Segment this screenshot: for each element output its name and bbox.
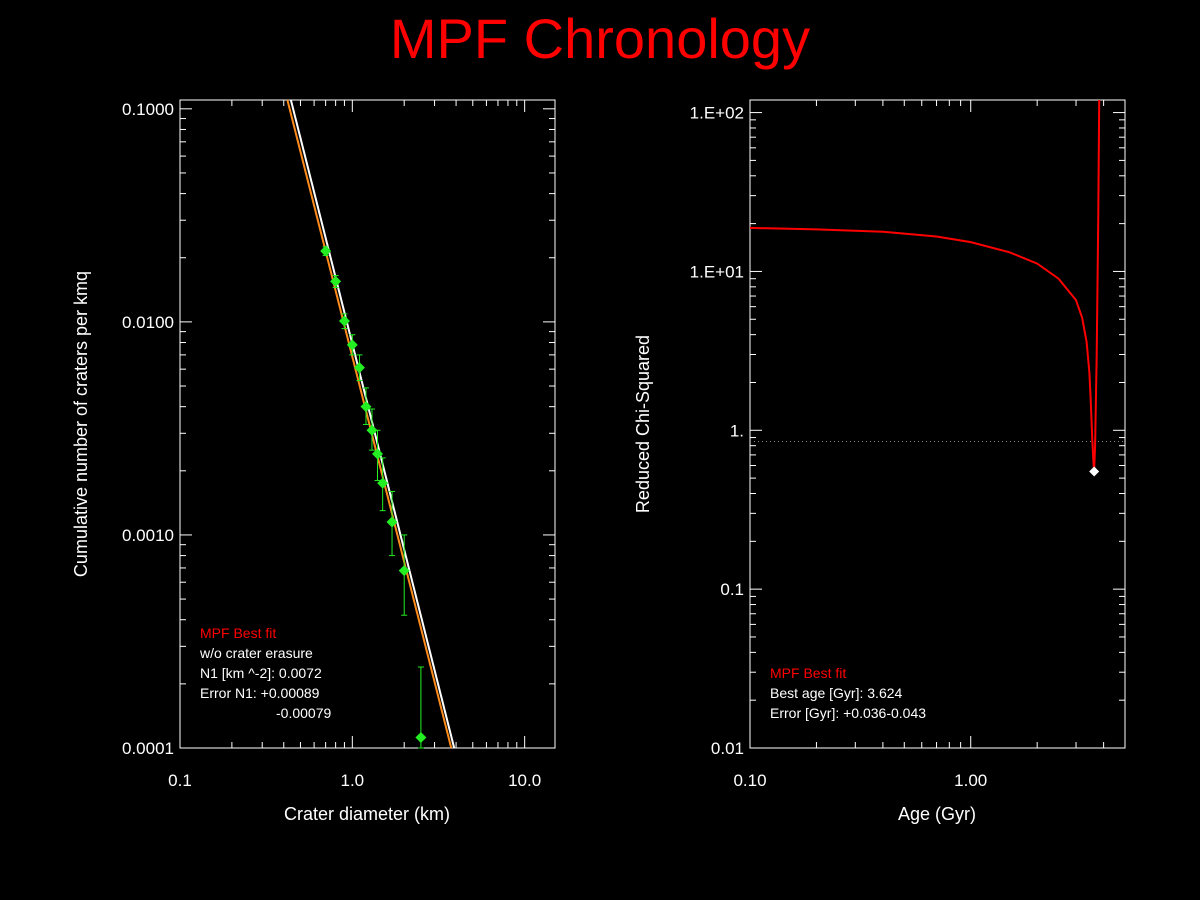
left-y-tick-label: 0.0010 [122, 526, 174, 545]
right-legend-heading: MPF Best fit [770, 665, 846, 681]
data-point [415, 732, 427, 744]
left-x-tick-label: 0.1 [168, 771, 192, 790]
left-legend-heading: MPF Best fit [200, 625, 276, 641]
best-fit-marker [1089, 466, 1100, 477]
right-y-tick-label: 1.E+02 [690, 104, 744, 123]
right-x-axis-label: Age (Gyr) [898, 804, 976, 824]
left-legend-line-1: w/o crater erasure [199, 645, 313, 661]
left-x-tick-label: 10.0 [508, 771, 541, 790]
left-y-tick-label: 0.0001 [122, 739, 174, 758]
left-x-tick-label: 1.0 [341, 771, 365, 790]
data-point [330, 275, 342, 287]
right-y-tick-label: 0.01 [711, 739, 744, 758]
data-point [372, 448, 384, 460]
left-legend-line-4: -0.00079 [276, 705, 331, 721]
left-axis-ticks: 0.1 1.0 10.0 0.0001 0.0010 0.0100 0.1000 [122, 100, 555, 790]
left-data-points [320, 245, 427, 749]
right-y-tick-label: 1.E+01 [690, 262, 744, 281]
right-y-tick-label: 0.1 [720, 580, 744, 599]
chi-squared-curve [750, 100, 1101, 472]
page-title: MPF Chronology [389, 7, 811, 70]
data-point [346, 339, 358, 351]
right-x-tick-label: 0.10 [733, 771, 766, 790]
crater-size-frequency-panel: 0.1 1.0 10.0 0.0001 0.0010 0.0100 0.1000 Crate… [71, 99, 556, 824]
right-x-tick-label: 1.00 [954, 771, 987, 790]
left-legend-line-3: Error N1: +0.00089 [200, 685, 320, 701]
fit-line-orange [286, 99, 453, 749]
right-chi-curve [750, 100, 1125, 477]
data-point [377, 477, 389, 489]
left-legend-line-2: N1 [km ^-2]: 0.0072 [200, 665, 322, 681]
data-point [366, 424, 378, 436]
left-x-axis-label: Crater diameter (km) [284, 804, 450, 824]
right-y-tick-label: 1. [730, 421, 744, 440]
data-point [398, 565, 410, 577]
left-y-axis-label: Cumulative number of craters per kmq [71, 271, 91, 577]
left-y-tick-label: 0.0100 [122, 313, 174, 332]
data-point [338, 315, 350, 327]
right-legend-line-1: Best age [Gyr]: 3.624 [770, 685, 903, 701]
fit-line-white [289, 99, 456, 749]
chi-squared-panel: 0.10 1.000.010.11.1.E+011.E+02 Age (Gyr) … [633, 99, 1126, 824]
left-plot-frame [179, 99, 556, 749]
right-axis-ticks: 0.10 1.00 0.01 0.1 1. 1.E+01 1.E+02 [690, 100, 1126, 790]
left-y-tick-label: 0.1000 [122, 100, 174, 119]
data-point [320, 245, 332, 257]
right-y-axis-label: Reduced Chi-Squared [633, 335, 653, 513]
left-fit-lines [286, 99, 456, 749]
right-legend-line-2: Error [Gyr]: +0.036-0.043 [770, 705, 926, 721]
data-point [353, 362, 365, 374]
data-point [386, 516, 398, 528]
right-plot-frame [749, 99, 1126, 749]
data-point [360, 401, 372, 413]
